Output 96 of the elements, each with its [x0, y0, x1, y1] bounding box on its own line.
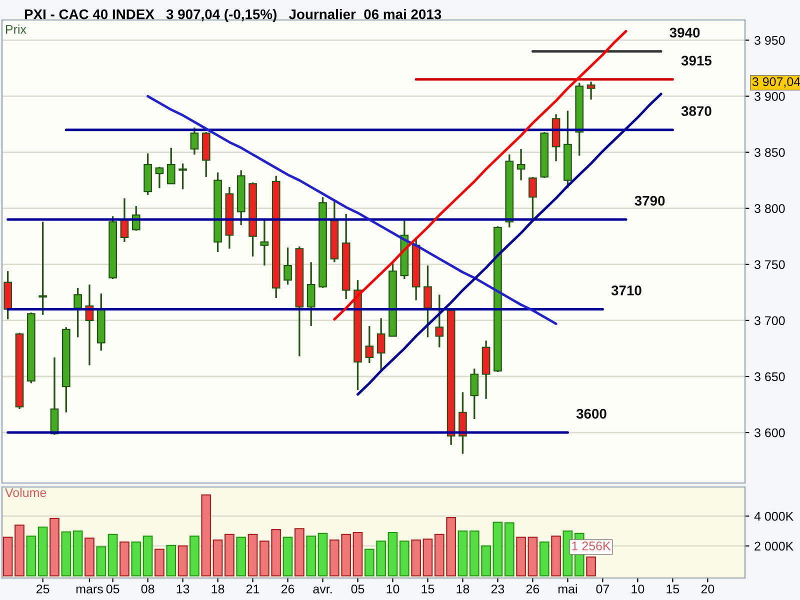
bar: [166, 544, 176, 576]
y-tick-label: 3 650: [754, 372, 785, 382]
x-tick-label: 26: [281, 584, 294, 594]
x-tick-label: 15: [422, 584, 434, 594]
bar: [504, 522, 514, 576]
x-tick-label: 13: [176, 584, 190, 594]
x-tick-label: 18: [456, 584, 470, 594]
x-tick-label: 08: [141, 584, 154, 594]
bar: [586, 556, 596, 576]
series-label: 3870: [681, 106, 712, 116]
x-tick-label: 05: [106, 584, 120, 594]
candlestick: [178, 162, 187, 190]
x-tick-label: 20: [701, 584, 714, 594]
y-tick-label: 3 950: [754, 36, 785, 45]
series-label: 3790: [634, 196, 665, 206]
series-label: 3940: [670, 28, 700, 38]
candlestick: [38, 220, 47, 316]
y-tick-label: 3 600: [754, 428, 785, 438]
candlestick: [166, 146, 176, 185]
candlestick: [516, 148, 526, 182]
x-tick-label: avr.: [313, 586, 332, 594]
candlestick: [470, 368, 479, 420]
series-label: 3710: [611, 286, 642, 296]
x-tick-label: 15: [666, 584, 680, 594]
y-tick-label: 4 000K: [754, 512, 794, 521]
bar: [318, 532, 328, 576]
bar: [201, 494, 212, 576]
candlestick: [284, 246, 292, 286]
bar: [458, 530, 468, 576]
y-tick-label: 3 700: [754, 316, 785, 326]
candlestick: [424, 264, 432, 338]
bar: [131, 541, 142, 576]
bar: [84, 538, 94, 576]
bar: [120, 541, 130, 576]
bar: [190, 536, 200, 576]
candlestick: [74, 287, 82, 338]
x-tick-label: 07: [596, 584, 610, 594]
bar: [516, 536, 526, 576]
x-tick-label: 25: [36, 584, 50, 594]
candlestick: [376, 317, 386, 372]
candlestick: [528, 176, 537, 220]
candlestick: [435, 294, 444, 348]
bar: [539, 541, 550, 576]
bar: [388, 532, 398, 576]
bar: [154, 548, 164, 576]
x-tick-label: 10: [386, 584, 400, 594]
bar: [294, 528, 304, 576]
series-label: 3915: [681, 56, 712, 66]
y-tick-label: 3 750: [754, 260, 785, 270]
bar: [72, 530, 83, 576]
line-series: [146, 94, 558, 326]
candlestick: [190, 126, 199, 156]
bar: [50, 518, 60, 576]
candlestick: [586, 80, 596, 100]
bar: [61, 531, 72, 576]
candlestick: [155, 166, 164, 189]
x-tick-label: 26: [526, 584, 540, 594]
bar: [422, 538, 433, 576]
bar: [178, 545, 188, 576]
bar: [212, 540, 223, 576]
y-axis-title: Prix: [6, 24, 26, 34]
bar: [399, 540, 410, 576]
bar: [236, 536, 246, 576]
x-tick-label: 18: [212, 584, 224, 594]
y-tick-label: 2 000K: [754, 542, 794, 551]
text: 3 907,04: [752, 77, 800, 88]
bar: [411, 540, 422, 576]
chart-title: PXI - CAC 40 INDEX 3 907,04 (-0,15%) Journalier 06 mai 2013: [24, 9, 442, 22]
x-tick-label: mai: [558, 584, 577, 594]
bar: [306, 536, 316, 576]
series-label: 3600: [576, 408, 606, 419]
bar: [96, 546, 106, 576]
bar: [352, 532, 363, 576]
y-tick-label: 3 850: [754, 148, 785, 157]
y-tick-label: 3 800: [754, 204, 785, 213]
x-tick-label: 10: [632, 584, 644, 594]
y-axis-title: Volume: [5, 488, 46, 498]
candlestick: [365, 325, 374, 364]
bar: [224, 534, 234, 576]
bar: [108, 534, 118, 576]
data-label: 1 256K: [572, 542, 611, 550]
bar: [492, 522, 503, 576]
bar: [551, 536, 561, 576]
bar: [38, 526, 48, 576]
bar: [282, 536, 293, 576]
bar: [528, 536, 538, 576]
x-tick-label: 05: [351, 584, 364, 594]
x-tick-label: mars: [76, 586, 103, 594]
y-tick-label: 3 900: [754, 92, 785, 101]
bar: [142, 536, 153, 576]
x-tick-label: 23: [491, 584, 504, 594]
bar: [26, 536, 36, 576]
x-tick-label: 21: [246, 584, 260, 594]
bar: [248, 534, 258, 576]
candlestick: [458, 391, 467, 455]
candlestick: [306, 261, 316, 327]
